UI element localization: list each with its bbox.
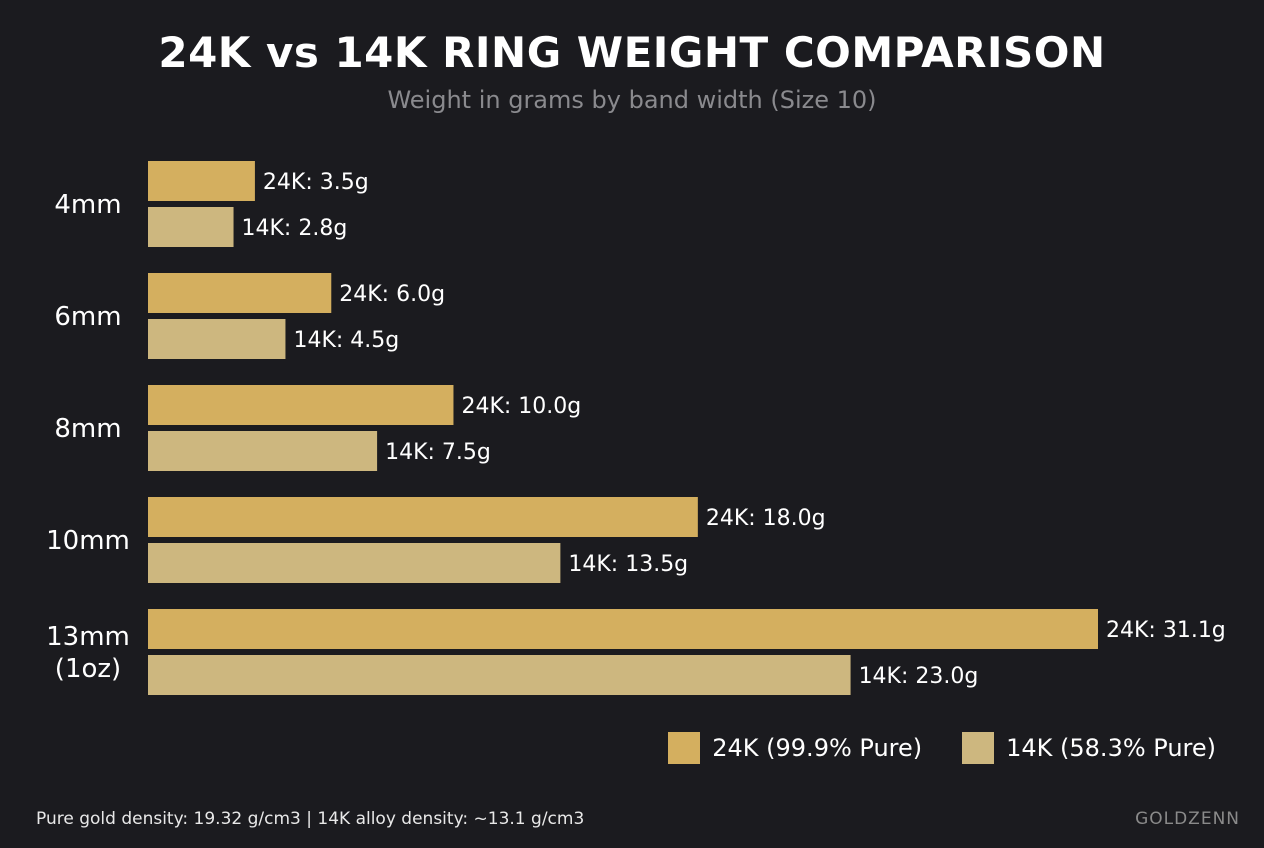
category-label: 6mm xyxy=(54,302,121,332)
bar-24k xyxy=(148,273,332,313)
legend-item-24k: 24K (99.9% Pure) xyxy=(668,732,922,764)
bar-24k xyxy=(148,609,1098,649)
data-label: 14K: 2.8g xyxy=(242,216,348,241)
legend-item-14k: 14K (58.3% Pure) xyxy=(962,732,1216,764)
data-label: 24K: 3.5g xyxy=(263,170,369,195)
bar-24k xyxy=(148,497,698,537)
bar-14k xyxy=(148,319,286,359)
legend: 24K (99.9% Pure) 14K (58.3% Pure) xyxy=(668,732,1216,764)
legend-label-24k: 24K (99.9% Pure) xyxy=(712,734,923,762)
footnote: Pure gold density: 19.32 g/cm3 | 14K all… xyxy=(36,809,585,829)
chart-subtitle: Weight in grams by band width (Size 10) xyxy=(387,86,877,114)
data-label: 14K: 7.5g xyxy=(385,440,491,465)
data-label: 24K: 18.0g xyxy=(706,506,826,531)
bar-24k xyxy=(148,161,255,201)
bar-14k xyxy=(148,655,851,695)
category-label: 10mm xyxy=(46,526,130,556)
bar-24k xyxy=(148,385,454,425)
bar-14k xyxy=(148,431,378,471)
legend-label-14k: 14K (58.3% Pure) xyxy=(1006,734,1216,762)
brand-logo: GOLDZENN xyxy=(1135,809,1240,829)
category-label: 13mm xyxy=(46,622,130,652)
data-label: 14K: 13.5g xyxy=(568,552,688,577)
category-label: 4mm xyxy=(54,190,121,220)
bar-14k xyxy=(148,543,561,583)
data-label: 24K: 10.0g xyxy=(461,394,581,419)
chart-title: 24K vs 14K RING WEIGHT COMPARISON xyxy=(158,28,1106,77)
category-label: (1oz) xyxy=(55,654,121,684)
category-label: 8mm xyxy=(54,414,121,444)
data-label: 14K: 4.5g xyxy=(293,328,399,353)
legend-swatch-14k xyxy=(962,732,995,764)
bar-14k xyxy=(148,207,234,247)
data-label: 24K: 6.0g xyxy=(339,282,445,307)
data-label: 24K: 31.1g xyxy=(1106,618,1226,643)
data-label: 14K: 23.0g xyxy=(859,664,979,689)
legend-swatch-24k xyxy=(668,732,701,764)
